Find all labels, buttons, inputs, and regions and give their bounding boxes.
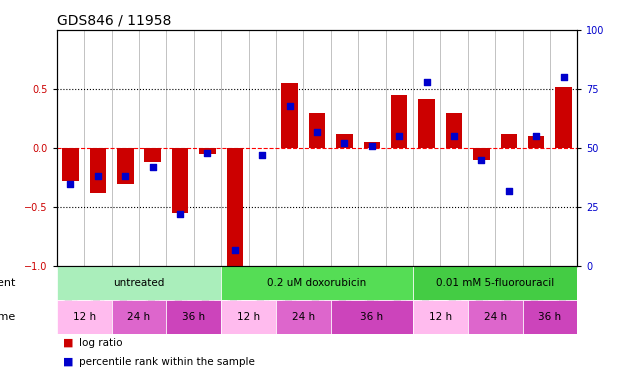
Point — [367, 143, 377, 149]
Point — [394, 133, 404, 139]
Bar — [413, 266, 577, 300]
Point — [531, 133, 541, 139]
Text: agent: agent — [0, 278, 16, 288]
Text: 12 h: 12 h — [237, 312, 260, 322]
Bar — [309, 112, 326, 148]
Text: untreated: untreated — [114, 278, 165, 288]
Point — [476, 157, 487, 163]
Bar — [331, 300, 413, 334]
Point — [504, 188, 514, 194]
Text: 12 h: 12 h — [429, 312, 452, 322]
Point — [339, 140, 350, 146]
Bar — [227, 148, 243, 266]
Point — [449, 133, 459, 139]
Bar — [336, 134, 353, 148]
Point — [203, 150, 213, 156]
Text: time: time — [0, 312, 16, 322]
Text: 24 h: 24 h — [292, 312, 315, 322]
Text: ■: ■ — [63, 338, 74, 348]
Bar — [276, 300, 331, 334]
Bar — [57, 266, 221, 300]
Text: 36 h: 36 h — [182, 312, 205, 322]
Point — [175, 211, 185, 217]
Bar — [172, 148, 188, 213]
Text: log ratio: log ratio — [79, 338, 122, 348]
Bar — [144, 148, 161, 162]
Text: 24 h: 24 h — [127, 312, 151, 322]
Point — [93, 174, 103, 180]
Bar — [555, 87, 572, 148]
Text: 24 h: 24 h — [483, 312, 507, 322]
Bar — [90, 148, 106, 193]
Point — [66, 180, 76, 186]
Text: 12 h: 12 h — [73, 312, 96, 322]
Point — [285, 103, 295, 109]
Text: 0.2 uM doxorubicin: 0.2 uM doxorubicin — [268, 278, 367, 288]
Point — [257, 152, 268, 158]
Text: GDS846 / 11958: GDS846 / 11958 — [57, 13, 171, 27]
Bar — [446, 112, 463, 148]
Bar — [468, 300, 522, 334]
Bar — [500, 134, 517, 148]
Bar — [281, 83, 298, 148]
Bar — [117, 148, 134, 184]
Bar — [112, 300, 167, 334]
Point — [230, 247, 240, 253]
Point — [422, 79, 432, 85]
Point — [312, 129, 322, 135]
Bar — [413, 300, 468, 334]
Bar — [391, 95, 408, 148]
Bar — [167, 300, 221, 334]
Text: 36 h: 36 h — [538, 312, 562, 322]
Text: 36 h: 36 h — [360, 312, 384, 322]
Bar — [473, 148, 490, 160]
Bar — [221, 266, 413, 300]
Bar — [62, 148, 79, 181]
Bar — [418, 99, 435, 148]
Bar — [363, 142, 380, 148]
Point — [148, 164, 158, 170]
Bar — [528, 136, 545, 148]
Bar — [57, 300, 112, 334]
Point — [121, 174, 131, 180]
Point — [558, 74, 569, 80]
Text: 0.01 mM 5-fluorouracil: 0.01 mM 5-fluorouracil — [436, 278, 554, 288]
Bar — [522, 300, 577, 334]
Bar — [199, 148, 216, 154]
Text: ■: ■ — [63, 357, 74, 367]
Text: percentile rank within the sample: percentile rank within the sample — [79, 357, 255, 367]
Bar — [221, 300, 276, 334]
